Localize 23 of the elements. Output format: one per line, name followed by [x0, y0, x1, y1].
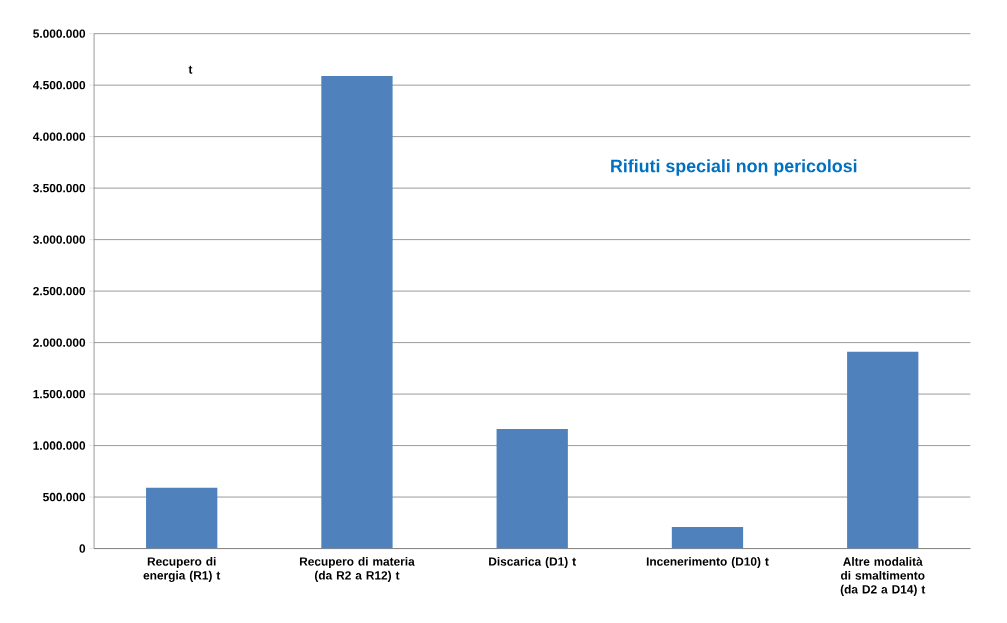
y-tick-label: 0 — [79, 544, 86, 553]
x-tick-label: Recupero di materia (da R2 a R12) t — [299, 557, 415, 583]
bar — [671, 527, 744, 549]
y-tick-label: 2.000.000 — [33, 338, 86, 347]
y-tick-label: 3.000.000 — [33, 235, 86, 244]
y-tick-label: 3.500.000 — [33, 184, 86, 193]
y-tick-label: 500.000 — [43, 492, 86, 502]
bar — [321, 75, 393, 549]
y-tick-label: 5.000.000 — [33, 29, 86, 38]
bar — [847, 351, 919, 549]
annotation: Rifiuti speciali non pericolosi — [611, 159, 857, 176]
y-tick-label: 1.500.000 — [33, 389, 86, 399]
x-tick-label: Recupero di energia (R1) t — [143, 557, 221, 583]
y-tick-label: 4.500.000 — [32, 81, 86, 90]
annotation: t — [188, 65, 193, 74]
bar — [496, 429, 568, 549]
x-tick-label: Incenerimento (D10) t — [646, 557, 769, 569]
y-tick-label: 1.000.000 — [33, 441, 86, 450]
y-tick-label: 4.000.000 — [32, 132, 86, 141]
x-tick-label: Altre modalità di smaltimento (da D2 a D14) t — [840, 557, 926, 596]
y-tick-label: 2.500.000 — [33, 287, 86, 296]
x-tick-label: Discarica (D1) t — [489, 557, 576, 569]
bar — [146, 487, 218, 549]
